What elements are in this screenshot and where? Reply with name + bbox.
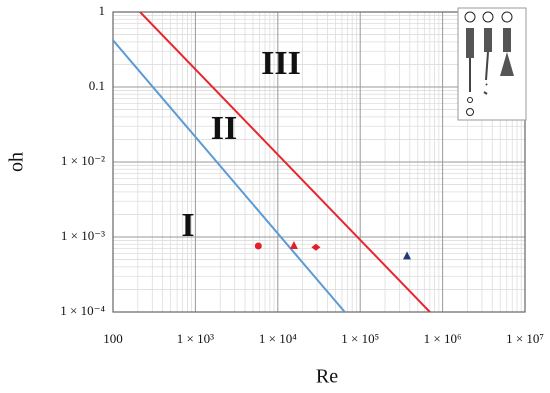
- inset-legend: [457, 7, 527, 121]
- y-tick-label: 1 × 10⁻⁴: [60, 303, 105, 318]
- icon: [484, 28, 492, 52]
- icon: [503, 28, 511, 52]
- boundary-line: [113, 39, 346, 312]
- y-tick-label: 1: [99, 3, 106, 18]
- point: [254, 242, 262, 250]
- icon: [482, 11, 494, 23]
- region-label: I: [181, 207, 194, 244]
- icon: [466, 108, 474, 116]
- x-tick-label: 1 × 10⁴: [259, 331, 297, 346]
- x-tick-label: 1 × 10⁵: [341, 331, 379, 346]
- icon: [500, 52, 514, 76]
- icon: [483, 51, 489, 95]
- x-tick-label: 1 × 10³: [177, 331, 214, 346]
- icon: [501, 11, 513, 23]
- y-axis-title: oh: [6, 152, 28, 172]
- plot-border: [112, 11, 526, 313]
- x-tick-label: 100: [103, 331, 123, 346]
- icon: [467, 97, 473, 103]
- y-tick-label: 0.1: [89, 78, 105, 93]
- region-label: II: [211, 110, 237, 147]
- inset-box: [457, 7, 527, 121]
- icon: [466, 28, 474, 58]
- point: [403, 251, 412, 260]
- point: [311, 243, 321, 251]
- boundary-line: [139, 12, 431, 312]
- y-tick-label: 1 × 10⁻³: [61, 228, 105, 243]
- x-axis-title: Re: [316, 366, 338, 388]
- icon: [464, 11, 476, 23]
- point: [289, 241, 298, 250]
- x-tick-label: 1 × 10⁷: [506, 331, 544, 346]
- x-tick-label: 1 × 10⁶: [424, 331, 462, 346]
- y-tick-label: 1 × 10⁻²: [61, 153, 105, 168]
- region-label: III: [261, 45, 301, 82]
